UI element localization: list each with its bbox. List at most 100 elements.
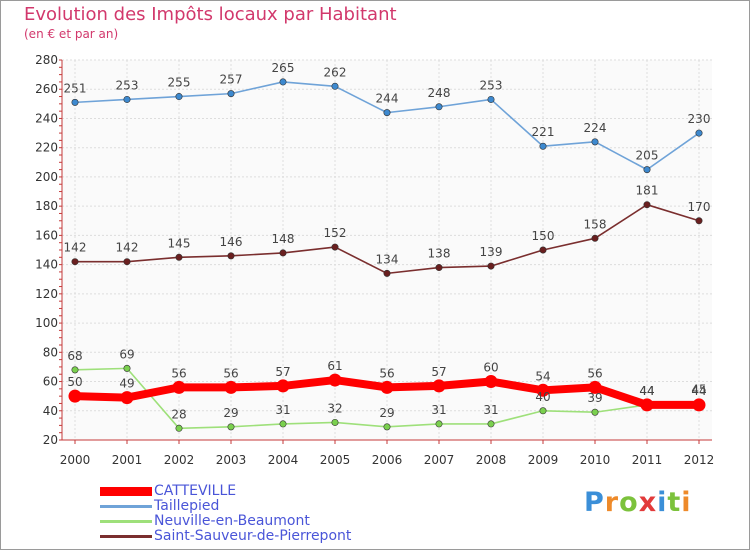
- data-label: 181: [636, 184, 659, 198]
- x-tick-label: 2001: [112, 453, 143, 467]
- logo-letter: r: [604, 487, 620, 518]
- data-point: [380, 380, 394, 394]
- data-label: 255: [168, 76, 191, 90]
- legend-swatch: [100, 535, 152, 538]
- data-label: 134: [376, 252, 399, 266]
- data-label: 138: [428, 247, 451, 261]
- data-label: 152: [324, 226, 347, 240]
- data-label: 45: [691, 382, 706, 396]
- y-tick-label: 120: [35, 287, 58, 301]
- data-label: 56: [171, 366, 186, 380]
- y-tick-label: 220: [35, 141, 58, 155]
- x-tick-label: 2004: [268, 453, 299, 467]
- data-point: [487, 262, 495, 270]
- data-point: [539, 246, 547, 254]
- data-label: 31: [483, 403, 498, 417]
- data-label: 29: [223, 406, 238, 420]
- data-label: 61: [327, 359, 342, 373]
- data-point: [435, 103, 443, 111]
- data-point: [331, 243, 339, 251]
- data-label: 221: [532, 125, 555, 139]
- x-tick-label: 2002: [164, 453, 195, 467]
- data-label: 253: [480, 78, 503, 92]
- data-label: 60: [483, 361, 498, 375]
- data-point: [276, 379, 290, 393]
- x-tick-label: 2007: [424, 453, 455, 467]
- data-point: [640, 398, 654, 412]
- data-point: [71, 366, 79, 374]
- data-label: 56: [587, 366, 602, 380]
- x-tick-label: 2003: [216, 453, 247, 467]
- data-point: [383, 423, 391, 431]
- data-point: [279, 249, 287, 257]
- logo-letter: i: [657, 487, 668, 518]
- data-label: 253: [116, 78, 139, 92]
- data-label: 69: [119, 347, 134, 361]
- data-label: 139: [480, 245, 503, 259]
- data-point: [591, 234, 599, 242]
- data-point: [383, 109, 391, 117]
- data-label: 57: [275, 365, 290, 379]
- y-tick-label: 160: [35, 228, 58, 242]
- data-label: 44: [691, 384, 706, 398]
- logo-letter: t: [667, 487, 682, 518]
- logo-letter: P: [584, 487, 605, 518]
- proxiti-logo: Proxiti: [584, 487, 692, 518]
- data-label: 142: [116, 241, 139, 255]
- data-label: 170: [688, 200, 711, 214]
- y-tick-label: 20: [43, 433, 58, 447]
- data-point: [487, 95, 495, 103]
- data-label: 146: [220, 235, 243, 249]
- data-label: 244: [376, 92, 399, 106]
- y-tick-label: 260: [35, 82, 58, 96]
- data-point: [591, 138, 599, 146]
- data-label: 29: [379, 406, 394, 420]
- data-label: 31: [431, 403, 446, 417]
- legend-label: Neuville-en-Beaumont: [154, 513, 310, 529]
- data-point: [695, 217, 703, 225]
- data-point: [120, 391, 134, 405]
- logo-letter: i: [681, 487, 692, 518]
- x-tick-label: 2005: [320, 453, 351, 467]
- data-point: [224, 380, 238, 394]
- data-point: [123, 364, 131, 372]
- data-label: 251: [64, 81, 87, 95]
- data-label: 150: [532, 229, 555, 243]
- chart-title: Evolution des Impôts locaux par Habitant: [24, 4, 397, 25]
- x-tick-label: 2008: [476, 453, 507, 467]
- data-label: 31: [275, 403, 290, 417]
- y-tick-label: 60: [43, 375, 58, 389]
- data-point: [279, 78, 287, 86]
- data-label: 44: [639, 384, 654, 398]
- data-point: [643, 166, 651, 174]
- data-label: 257: [220, 73, 243, 87]
- x-tick-label: 2012: [684, 453, 715, 467]
- legend-swatch: [100, 520, 152, 523]
- chart-subtitle: (en € et par an): [24, 27, 119, 41]
- data-point: [175, 253, 183, 261]
- y-tick-label: 180: [35, 199, 58, 213]
- data-label: 248: [428, 86, 451, 100]
- y-tick-label: 80: [43, 345, 58, 359]
- data-point: [591, 408, 599, 416]
- data-point: [71, 98, 79, 106]
- data-point: [539, 407, 547, 415]
- data-label: 44: [639, 384, 654, 398]
- data-point: [175, 424, 183, 432]
- y-tick-label: 240: [35, 111, 58, 125]
- data-label: 50: [67, 375, 82, 389]
- legend-label: Saint-Sauveur-de-Pierrepont: [154, 528, 352, 544]
- x-tick-label: 2010: [580, 453, 611, 467]
- data-label: 142: [64, 241, 87, 255]
- data-point: [692, 398, 706, 412]
- data-label: 262: [324, 65, 347, 79]
- data-point: [331, 82, 339, 90]
- data-point: [539, 142, 547, 150]
- data-point: [279, 420, 287, 428]
- data-point: [487, 420, 495, 428]
- data-label: 57: [431, 365, 446, 379]
- data-point: [227, 423, 235, 431]
- data-point: [643, 201, 651, 209]
- data-label: 39: [587, 391, 602, 405]
